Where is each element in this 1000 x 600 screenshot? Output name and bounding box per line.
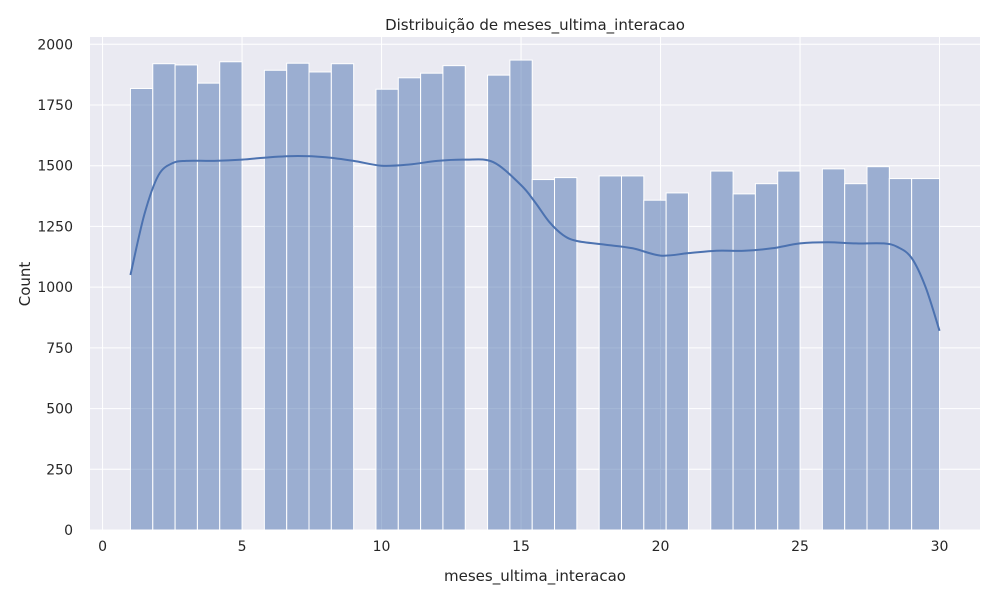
y-tick-label: 500 xyxy=(46,402,73,418)
x-tick-label: 20 xyxy=(652,539,670,555)
x-tick-label: 5 xyxy=(238,539,247,555)
x-tick-label: 30 xyxy=(931,539,949,555)
y-tick-label: 1000 xyxy=(37,280,73,296)
histogram-bar xyxy=(911,178,941,531)
histogram-bar xyxy=(531,179,556,531)
histogram-bar xyxy=(554,177,578,531)
histogram-bar xyxy=(152,63,176,531)
kde-curve xyxy=(129,154,941,332)
histogram-bar xyxy=(754,183,779,531)
y-tick-label: 0 xyxy=(64,523,73,539)
histogram-bar xyxy=(286,62,310,531)
y-tick-labels: 0 250 500 750 1000 1250 1500 1750 2000 xyxy=(37,37,73,539)
y-tick-label: 750 xyxy=(46,341,73,357)
histogram-bar xyxy=(598,175,622,531)
x-axis-label: meses_ultima_interacao xyxy=(444,567,626,586)
y-tick-label: 2000 xyxy=(37,37,73,53)
histogram-bar xyxy=(487,74,511,531)
y-axis-label: Count xyxy=(16,262,34,307)
histogram-bar xyxy=(665,192,689,531)
histogram-bar xyxy=(219,61,243,531)
y-tick-label: 250 xyxy=(46,462,73,478)
y-tick-label: 1500 xyxy=(37,159,73,175)
histogram-bar xyxy=(620,175,645,531)
y-tick-label: 1750 xyxy=(37,98,73,114)
histogram-bar xyxy=(308,71,332,531)
histogram-bar xyxy=(509,59,533,531)
histogram-bar xyxy=(420,72,444,531)
histogram-bar xyxy=(866,166,890,531)
x-tick-label: 15 xyxy=(512,539,530,555)
histogram-bar xyxy=(375,88,399,531)
histogram-bar xyxy=(129,87,154,531)
chart-title: Distribuição de meses_ultima_interacao xyxy=(385,16,685,35)
histogram-bar xyxy=(263,69,288,531)
histogram-bar xyxy=(888,178,913,531)
x-tick-label: 10 xyxy=(373,539,391,555)
histogram-bar xyxy=(777,170,801,531)
histogram-bar xyxy=(330,63,355,531)
histogram-bar xyxy=(732,193,756,531)
y-tick-label: 1250 xyxy=(37,219,73,235)
x-tick-label: 25 xyxy=(791,539,809,555)
histogram-bar xyxy=(821,168,846,531)
x-tick-label: 0 xyxy=(98,539,107,555)
histogram-bar xyxy=(397,77,422,531)
histogram-bar xyxy=(174,64,198,531)
histogram-bar xyxy=(442,65,466,531)
x-tick-labels: 0 5 10 15 20 25 30 xyxy=(98,539,948,555)
histogram-bar xyxy=(844,183,868,531)
histogram-bar xyxy=(710,170,734,531)
histogram-bars xyxy=(129,59,941,531)
histogram-bar xyxy=(643,199,667,531)
histogram-bar xyxy=(196,82,221,531)
